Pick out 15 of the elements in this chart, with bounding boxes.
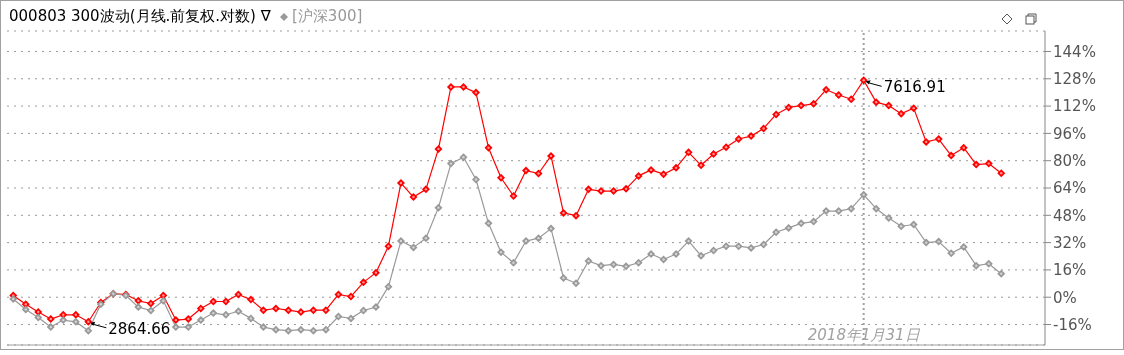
legend-label: [沪深300] — [292, 7, 363, 26]
y-tick-label: 96% — [1053, 124, 1087, 143]
y-tick-label: 48% — [1053, 206, 1087, 225]
y-tick-label: 112% — [1053, 97, 1096, 116]
y-tick-label: 64% — [1053, 179, 1087, 198]
y-tick-label: 32% — [1053, 233, 1087, 252]
y-tick-label: 80% — [1053, 152, 1087, 171]
annotation: 2864.66 — [108, 319, 171, 338]
y-tick-label: 16% — [1053, 261, 1087, 280]
y-tick-label: 0% — [1053, 288, 1077, 307]
chart-title: 000803 300波动(月线.前复权.对数) ∇ — [9, 7, 271, 26]
y-tick-label: 144% — [1053, 42, 1096, 61]
y-tick-label: 128% — [1053, 70, 1096, 89]
annotation: 7616.91 — [883, 78, 946, 97]
y-tick-label: -16% — [1053, 315, 1092, 334]
